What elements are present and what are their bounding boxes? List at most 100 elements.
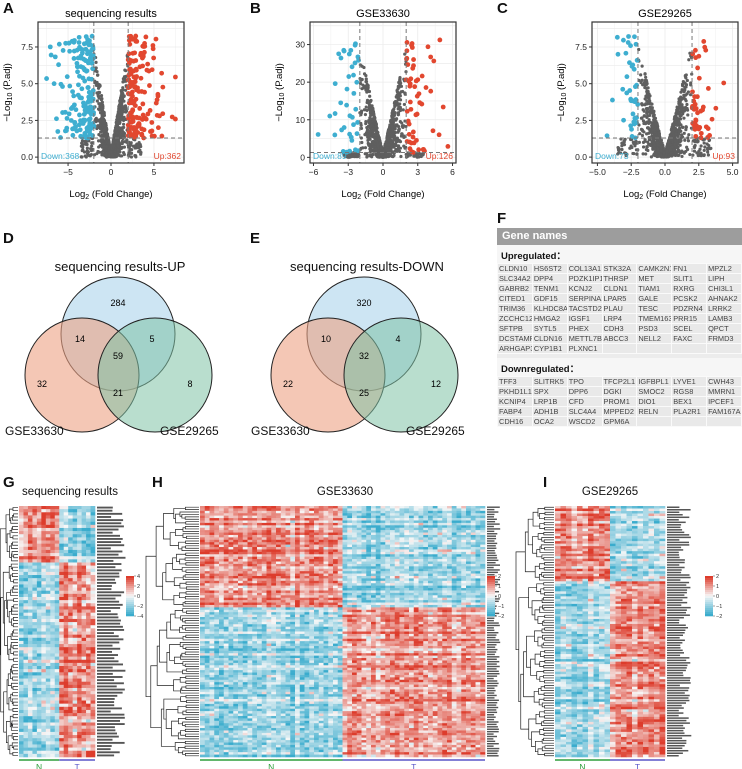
volcano-point-down xyxy=(86,117,92,123)
x-axis-label-suffix: (Fold Change) xyxy=(361,189,424,200)
heatmap-cell xyxy=(32,603,38,607)
heatmap-cell xyxy=(81,515,87,519)
heatmap-cell xyxy=(59,697,65,701)
volcano-point-ns xyxy=(120,91,124,95)
volcano-point-ns xyxy=(398,75,402,80)
heatmap-cell xyxy=(45,549,51,554)
heatmap-cell xyxy=(50,509,56,513)
volcano-point-down xyxy=(64,128,69,133)
volcano-point-down xyxy=(346,51,352,57)
heatmap-cell xyxy=(54,697,60,701)
heatmap-cell xyxy=(54,631,60,635)
heatmap-cell xyxy=(63,719,69,723)
heatmap-cell xyxy=(86,527,91,532)
heatmap-cell xyxy=(86,634,91,639)
volcano-point-down xyxy=(349,64,355,70)
heatmap-cell xyxy=(32,653,38,657)
heatmap-cell xyxy=(54,553,60,557)
heatmap-cell xyxy=(86,672,91,676)
volcano-point-ns xyxy=(676,153,680,157)
heatmap-cell xyxy=(86,722,91,726)
heatmap-cell xyxy=(19,716,24,720)
gene-cell: RXRG xyxy=(671,283,708,294)
volcano-point-ns xyxy=(665,149,669,153)
volcano-point-down xyxy=(338,100,344,106)
volcano-point-ns xyxy=(645,109,649,113)
volcano-point-ns xyxy=(401,108,405,112)
heatmap-cell xyxy=(50,628,56,632)
volcano-point-down xyxy=(80,65,86,70)
heatmap-cell xyxy=(36,650,42,654)
gene-cell: LRRK2 xyxy=(706,303,742,314)
heatmap-cell xyxy=(41,543,47,548)
volcano-point-ns xyxy=(678,143,682,147)
heatmap-cell xyxy=(59,631,65,635)
heatmap-cell xyxy=(19,640,24,645)
heatmap-cell xyxy=(36,622,42,626)
volcano-point-down xyxy=(634,57,640,63)
heatmap-cell xyxy=(68,531,73,535)
heatmap-cell xyxy=(72,531,78,535)
heatmap-cell xyxy=(23,515,29,519)
heatmap-cell xyxy=(86,584,91,588)
heatmap-cell xyxy=(77,687,82,692)
heatmap-cell xyxy=(72,728,78,733)
gene-cell: LIPH xyxy=(706,273,742,284)
heatmap-cell xyxy=(23,527,29,532)
heatmap-cell xyxy=(27,593,33,598)
volcano-point-down xyxy=(83,109,89,115)
volcano-point-ns xyxy=(653,147,657,151)
volcano-point-ns xyxy=(107,154,111,158)
heatmap-cell xyxy=(81,637,87,642)
heatmap-cell xyxy=(63,521,69,526)
volcano-point-down xyxy=(351,72,356,78)
volcano-point-down xyxy=(352,42,358,48)
heatmap-cell xyxy=(81,578,87,582)
volcano-point-ns xyxy=(677,101,681,106)
volcano-point-down xyxy=(72,102,77,108)
heatmap-cell xyxy=(63,587,69,592)
volcano-point-ns xyxy=(118,133,122,137)
heatmap-cell xyxy=(27,709,33,714)
volcano-point-down xyxy=(72,125,78,130)
heatmap-cell xyxy=(59,587,65,592)
heatmap-cell xyxy=(50,691,56,695)
heatmap-cell xyxy=(63,506,69,510)
heatmap-cell xyxy=(27,681,33,686)
heatmap-cell xyxy=(86,681,91,686)
volcano-point-ns xyxy=(395,138,399,142)
heatmap-cell xyxy=(54,549,60,554)
heatmap-cell xyxy=(50,647,56,651)
heatmap-cell xyxy=(77,584,82,588)
heatmap-cell xyxy=(19,722,24,726)
volcano-point-ns xyxy=(693,143,697,148)
heatmap-cell xyxy=(27,518,33,522)
heatmap-cell xyxy=(45,672,51,676)
x-axis-label: Log2 (Fold Change) xyxy=(341,189,424,201)
volcano-point-ns xyxy=(706,150,710,154)
heatmap-cell xyxy=(32,512,38,516)
volcano-point-ns xyxy=(395,90,400,94)
heatmap-cell xyxy=(23,512,29,516)
volcano-point-up xyxy=(705,126,711,131)
volcano-point-down xyxy=(349,137,355,143)
heatmap-cell xyxy=(90,656,96,661)
volcano-point-ns xyxy=(117,104,121,109)
gene-cell: SLC34A2 xyxy=(497,273,533,284)
heatmap-cell xyxy=(81,678,87,682)
heatmap-cell xyxy=(90,553,96,557)
heatmap-cell xyxy=(41,549,47,554)
volcano-point-ns xyxy=(645,93,649,97)
heatmap-cell xyxy=(27,687,33,692)
heatmap-cell xyxy=(32,703,38,708)
heatmap-cell xyxy=(77,509,82,513)
heatmap-cell xyxy=(27,716,33,720)
volcano-point-ns xyxy=(100,116,104,120)
volcano-point-up xyxy=(130,89,135,95)
volcano-point-ns xyxy=(116,148,120,152)
gene-names-table: Gene names Upregulated： CLDN10 HS6ST2 COL1… xyxy=(497,228,742,427)
heatmap-cell xyxy=(54,622,60,626)
heatmap-cell xyxy=(19,534,24,538)
heatmap-cell xyxy=(50,524,56,529)
heatmap-cell xyxy=(54,537,60,541)
